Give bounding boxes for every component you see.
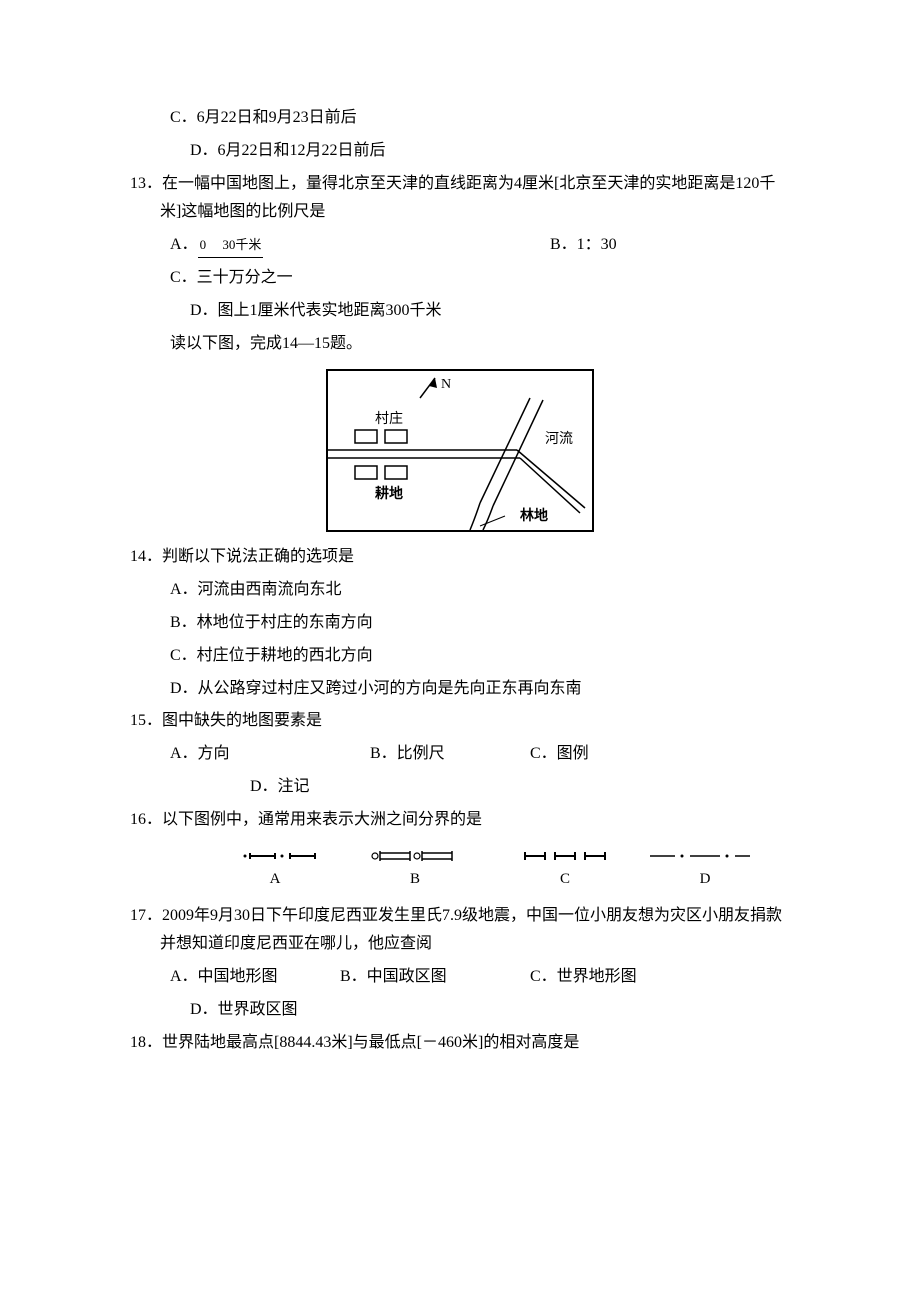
river-label: 河流 <box>545 431 573 447</box>
q17-option-b: B．中国政区图 <box>340 963 530 992</box>
q18-stem: 18．世界陆地最高点[8844.43米]与最低点[－460米]的相对高度是 <box>130 1029 790 1058</box>
q16-stem: 16．以下图例中，通常用来表示大洲之间分界的是 <box>130 806 790 835</box>
svg-text:A: A <box>270 871 281 887</box>
q17-option-c: C．世界地形图 <box>530 963 690 992</box>
map-diagram: N 村庄 耕地 河流 林地 <box>325 368 595 533</box>
q15-option-c: C．图例 <box>530 740 690 769</box>
q17-option-d: D．世界政区图 <box>130 996 790 1025</box>
svg-text:C: C <box>560 871 570 887</box>
q13-a-prefix: A． <box>170 236 198 253</box>
intro-14-15: 读以下图，完成14—15题。 <box>130 330 790 359</box>
q14-option-d: D．从公路穿过村庄又跨过小河的方向是先向正东再向东南 <box>130 675 790 704</box>
q15-option-a: A．方向 <box>170 740 370 769</box>
svg-text:B: B <box>410 871 420 887</box>
q15-stem: 15．图中缺失的地图要素是 <box>130 707 790 736</box>
q17-row-abc: A．中国地形图 B．中国政区图 C．世界地形图 <box>130 963 790 992</box>
q15-option-b: B．比例尺 <box>370 740 530 769</box>
q12-option-d: D．6月22日和12月22日前后 <box>130 137 790 166</box>
legend-b-icon: B <box>372 851 452 887</box>
q16-legend-diagram: A B C <box>200 841 720 896</box>
scale-bar-icon: 0 30千米 <box>198 233 264 257</box>
q13-option-d: D．图上1厘米代表实地距离300千米 <box>130 297 790 326</box>
q13-option-b: B．1：30 <box>550 231 617 260</box>
q17-option-a: A．中国地形图 <box>170 963 340 992</box>
q13-option-a: A．0 30千米 <box>170 231 550 260</box>
q14-option-a: A．河流由西南流向东北 <box>130 576 790 605</box>
q12-option-c: C．6月22日和9月23日前后 <box>130 104 790 133</box>
scale-right: 30千米 <box>222 237 261 252</box>
q17-stem: 17．2009年9月30日下午印度尼西亚发生里氏7.9级地震，中国一位小朋友想为… <box>130 902 790 960</box>
svg-text:D: D <box>700 871 711 887</box>
q13-option-c: C．三十万分之一 <box>130 264 790 293</box>
legend-d-icon: D <box>650 854 750 887</box>
q13-row-ab: A．0 30千米 B．1：30 <box>130 231 790 260</box>
village-label: 村庄 <box>375 410 403 427</box>
q15-option-d: D．注记 <box>130 773 790 802</box>
legend-a-icon: A <box>244 853 316 887</box>
q14-option-b: B．林地位于村庄的东南方向 <box>130 609 790 638</box>
scale-left: 0 <box>200 237 207 252</box>
q13-stem: 13．在一幅中国地图上，量得北京至天津的直线距离为4厘米[北京至天津的实地距离是… <box>130 170 790 228</box>
forest-label: 林地 <box>520 507 548 524</box>
q15-row-abc: A．方向 B．比例尺 C．图例 <box>130 740 790 769</box>
q14-option-c: C．村庄位于耕地的西北方向 <box>130 642 790 671</box>
q14-stem: 14．判断以下说法正确的选项是 <box>130 543 790 572</box>
north-label: N <box>441 377 451 392</box>
legend-c-icon: C <box>525 852 605 887</box>
farmland-label: 耕地 <box>375 485 403 502</box>
